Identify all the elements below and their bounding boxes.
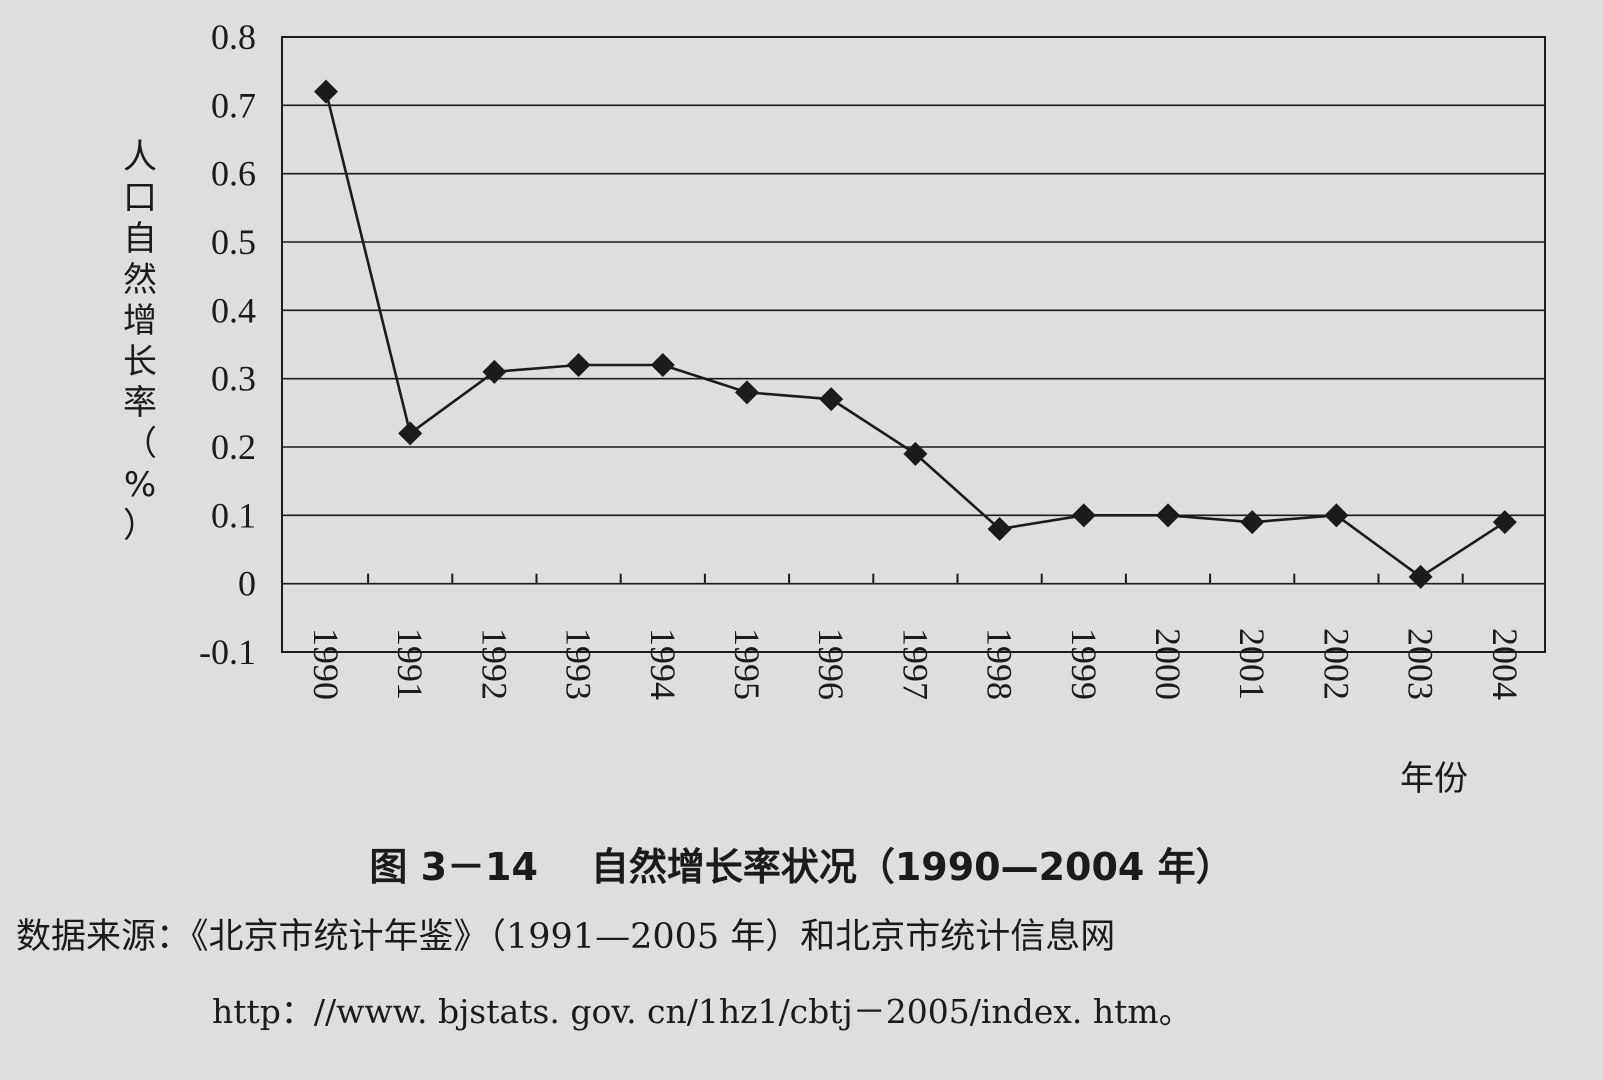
data-point-marker <box>650 353 675 377</box>
y-tick-label: 0.5 <box>211 222 256 262</box>
y-tick-label: 0.6 <box>211 154 256 194</box>
data-point-marker <box>735 380 759 405</box>
x-tick-label: 2000 <box>1148 628 1188 700</box>
data-point-marker <box>1324 503 1349 528</box>
data-point-marker <box>903 441 928 466</box>
y-axis-title-char: 然 <box>123 260 157 300</box>
x-tick-label: 1994 <box>643 628 683 700</box>
y-tick-label: 0.3 <box>211 359 256 399</box>
y-tick-label: 0 <box>238 564 256 604</box>
series-line <box>324 91 1506 579</box>
data-point-marker <box>566 353 591 377</box>
x-tick-label: 2003 <box>1401 628 1441 700</box>
x-tick-label: 1991 <box>390 628 430 700</box>
x-axis-title: 年份 <box>1400 759 1468 799</box>
y-tick-label: 0.4 <box>211 290 256 330</box>
data-point-marker <box>482 359 507 384</box>
y-axis-title-char: 率 <box>123 383 157 423</box>
y-axis-title-char: 自 <box>123 219 157 259</box>
data-point-marker <box>398 421 423 446</box>
data-point-marker <box>1156 503 1180 528</box>
y-tick-label: 0.7 <box>211 85 256 125</box>
y-axis-title-char: 人 <box>123 137 157 177</box>
data-point-marker <box>1408 564 1433 589</box>
data-point-marker <box>314 79 338 104</box>
y-tick-labels: 0.8 0.7 0.6 0.5 0.4 0.3 0.2 0.1 0 -0.1 <box>199 17 256 672</box>
data-point-marker <box>1071 503 1096 528</box>
y-axis-title-char: 口 <box>123 178 157 218</box>
x-tick-label: 2002 <box>1316 628 1356 700</box>
y-tick-label: 0.1 <box>211 495 256 535</box>
x-tick-labels: 1990 1991 1992 1993 1994 1995 1996 1997 1998 1999… <box>306 628 1525 700</box>
y-tick-label: 0.2 <box>211 427 256 467</box>
source-url: http：//www. bjstats. gov. cn/1hz1/cbtj－2… <box>212 992 1192 1031</box>
x-tick-label: 1993 <box>559 628 599 700</box>
plot-frame <box>281 36 1546 653</box>
x-tick-label: 1996 <box>811 628 851 700</box>
y-axis-title-char: % <box>124 465 156 505</box>
x-tick-label: 2001 <box>1232 628 1272 700</box>
x-tick-label: 1998 <box>980 628 1020 700</box>
data-point-marker <box>819 387 844 412</box>
x-tick-label: 1997 <box>895 628 935 700</box>
x-tick-marks <box>367 573 1464 584</box>
data-point-marker <box>1240 510 1265 535</box>
x-tick-label: 2004 <box>1485 628 1525 700</box>
line-chart: 0.80.70.60.50.40.30.20.10-0.1 1990 1991 19… <box>123 17 1546 799</box>
y-tick-label: 0.8 <box>211 17 256 57</box>
grid-lines <box>282 36 1545 653</box>
series <box>314 79 1517 589</box>
x-tick-label: 1990 <box>306 628 346 700</box>
y-axis-title-char: 增 <box>123 301 157 341</box>
y-tick-label: -0.1 <box>199 632 256 672</box>
y-axis-title-char: 长 <box>123 342 157 382</box>
data-point-marker <box>987 517 1012 541</box>
data-source: 数据来源：《北京市统计年鉴》（1991—2005 年）和北京市统计信息网 <box>16 917 1116 957</box>
x-tick-label: 1992 <box>474 628 514 700</box>
y-axis-title-char: ） <box>123 506 157 546</box>
x-tick-label: 1999 <box>1064 628 1104 700</box>
data-point-marker <box>1492 510 1517 535</box>
figure-caption: 图 3－14 自然增长率状况（1990—2004 年） <box>369 845 1234 889</box>
y-axis-title-char: （ <box>123 424 157 464</box>
x-tick-label: 1995 <box>727 628 767 700</box>
